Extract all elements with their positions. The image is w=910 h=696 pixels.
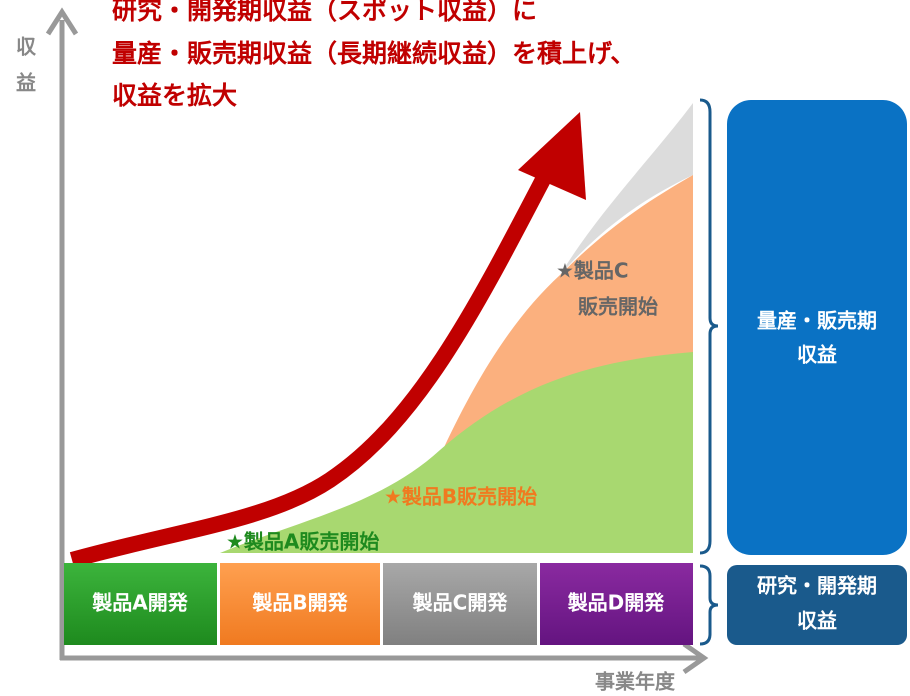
- milestone: ★製品C: [556, 259, 629, 283]
- bracket-label: 量産・販売期: [757, 309, 877, 333]
- title-line: 量産・販売期収益（長期継続収益）を積上げ、: [112, 39, 635, 68]
- title-line: 収益を拡大: [112, 81, 237, 110]
- phase-box: [383, 563, 537, 645]
- phase-box: [540, 563, 693, 645]
- bracket: [699, 98, 719, 555]
- phase-box: [64, 563, 217, 645]
- green-area: [220, 352, 693, 553]
- research-box: [727, 565, 907, 645]
- milestone: 販売開始: [578, 295, 658, 319]
- growth-arrowhead: [518, 112, 586, 200]
- bracket-label: 収益: [797, 343, 837, 367]
- x-axis-arrow: [682, 641, 709, 675]
- y-axis-arrow: [45, 7, 79, 36]
- milestone: ★製品B販売開始: [384, 485, 537, 509]
- y-axis-label: 益: [16, 71, 36, 95]
- bracket: [699, 564, 719, 646]
- gray-area: [560, 103, 693, 275]
- phase-label: 製品D開発: [568, 591, 666, 615]
- milestone: ★製品A販売開始: [226, 530, 379, 554]
- growth-arrow: [69, 166, 556, 568]
- title-line: 研究・開発期収益（スポット収益）に: [112, 0, 537, 25]
- bracket-label: 収益: [797, 609, 837, 633]
- phase-label: 製品C開発: [413, 591, 509, 615]
- phase-box: [220, 563, 380, 645]
- bracket-label: 研究・開発期: [757, 574, 877, 598]
- phase-label: 製品B開発: [252, 591, 348, 615]
- y-axis-label: 収: [16, 35, 37, 59]
- phase-label: 製品A開発: [92, 591, 188, 615]
- x-axis-label: 事業年度: [595, 670, 676, 694]
- mass-production-box: [727, 100, 907, 555]
